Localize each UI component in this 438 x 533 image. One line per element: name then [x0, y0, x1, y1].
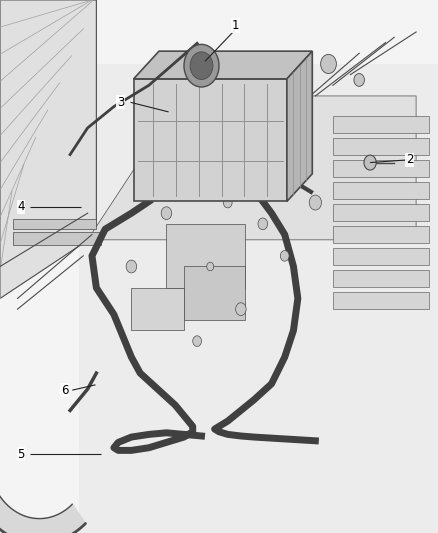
Text: 5: 5	[18, 448, 25, 461]
Polygon shape	[134, 79, 287, 201]
Bar	[13, 219, 96, 229]
Bar	[333, 225, 429, 243]
Polygon shape	[287, 51, 312, 201]
Circle shape	[184, 44, 219, 87]
Polygon shape	[88, 96, 416, 240]
Circle shape	[207, 262, 214, 271]
Polygon shape	[0, 442, 85, 533]
Bar	[333, 182, 429, 199]
Circle shape	[190, 52, 213, 79]
Text: 1: 1	[232, 19, 240, 32]
Text: 3: 3	[117, 96, 124, 109]
Polygon shape	[134, 51, 312, 79]
Circle shape	[223, 197, 232, 208]
Bar	[131, 288, 184, 330]
Circle shape	[161, 207, 172, 220]
Bar	[184, 266, 245, 320]
Bar	[333, 138, 429, 155]
Text: 2: 2	[406, 154, 413, 166]
Circle shape	[280, 251, 289, 261]
Circle shape	[302, 112, 311, 123]
Circle shape	[126, 260, 137, 273]
Text: 4: 4	[17, 200, 25, 213]
Circle shape	[193, 336, 201, 346]
Circle shape	[354, 74, 364, 86]
Bar	[333, 160, 429, 177]
Bar	[13, 232, 101, 245]
Circle shape	[236, 303, 246, 316]
Polygon shape	[0, 0, 96, 298]
Circle shape	[309, 195, 321, 210]
Bar	[333, 247, 429, 265]
Circle shape	[364, 155, 376, 170]
Text: 6: 6	[61, 384, 69, 397]
Bar	[166, 224, 245, 288]
Bar	[333, 116, 429, 133]
Circle shape	[258, 218, 268, 230]
Bar	[333, 204, 429, 221]
Circle shape	[321, 54, 336, 74]
Bar	[333, 270, 429, 287]
Bar	[333, 292, 429, 309]
Polygon shape	[79, 64, 438, 533]
